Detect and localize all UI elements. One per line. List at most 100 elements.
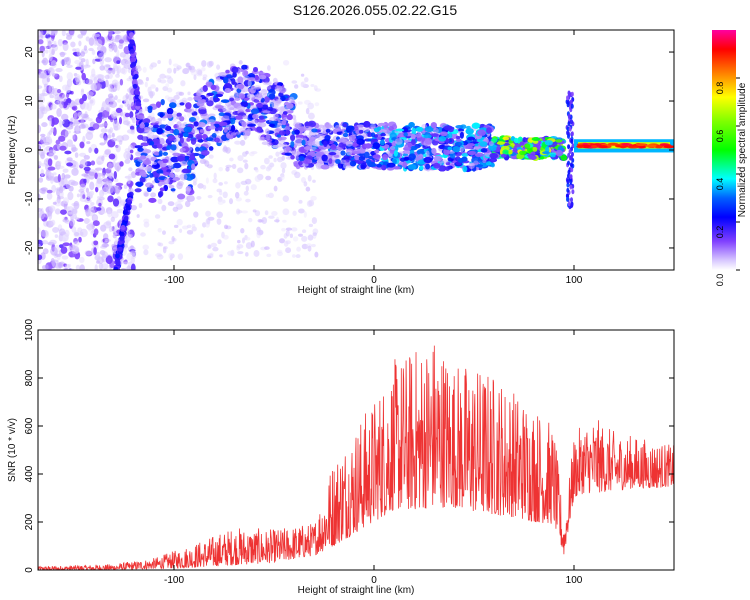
heatmap-cell (381, 153, 389, 161)
heatmap-cell (81, 72, 87, 81)
heatmap-cell (566, 187, 570, 193)
heatmap-cell (285, 145, 291, 153)
heatmap-cell (173, 128, 180, 136)
heatmap-cell (118, 39, 125, 44)
heatmap-cell (48, 149, 56, 155)
heatmap-cell (101, 122, 109, 127)
heatmap-cell (49, 239, 57, 245)
heatmap-cell (233, 91, 239, 99)
heatmap-cell (307, 102, 315, 110)
heatmap-cell (119, 104, 124, 109)
heatmap-cell (52, 259, 59, 263)
heatmap-cell (211, 133, 217, 138)
heatmap-cell (66, 72, 73, 81)
heatmap-cell (500, 145, 510, 152)
heatmap-cell (166, 67, 172, 74)
heatmap-cell (176, 155, 186, 162)
heatmap-cell (51, 72, 58, 78)
heatmap-cell (502, 136, 510, 141)
heatmap-cell (223, 76, 229, 84)
heatmap-cell (179, 173, 188, 181)
heatmap-cell (223, 127, 228, 133)
heatmap-cell (115, 182, 124, 187)
heatmap-cell (66, 139, 73, 148)
heatmap-cell (113, 170, 117, 180)
heatmap-cell (156, 127, 164, 135)
heatmap-cell (273, 185, 278, 192)
heatmap-cell (116, 208, 124, 214)
heatmap-cell (81, 173, 89, 177)
heatmap-cell (66, 35, 72, 40)
heatmap-cell (294, 129, 300, 135)
heatmap-cell (438, 136, 447, 142)
heatmap-cell (109, 127, 114, 134)
heatmap-cell (176, 182, 183, 190)
heatmap-cell (135, 105, 140, 110)
heatmap-cell (351, 142, 358, 147)
heatmap-cell (41, 50, 45, 58)
heatmap-cell (430, 122, 437, 129)
heatmap-cell (370, 123, 376, 129)
heatmap-cell (183, 114, 187, 121)
heatmap-cell (123, 216, 129, 221)
heatmap-cell (252, 113, 259, 120)
heatmap-cell (237, 251, 244, 255)
heatmap-cell (93, 247, 97, 256)
heatmap-cell (394, 138, 403, 145)
heatmap-cell (40, 153, 46, 159)
heatmap-cell (59, 100, 64, 109)
heatmap-cell (208, 113, 216, 118)
heatmap-cell (116, 99, 122, 103)
snr-panel: -100 0 100 0 200 400 600 800 1000 Height of str… (7, 318, 675, 596)
heatmap-cell (172, 177, 181, 181)
heatmap-cell (134, 188, 142, 193)
heatmap-cell (74, 152, 79, 158)
heatmap-cell (73, 111, 78, 119)
heatmap-cell (164, 75, 172, 79)
heatmap-cell (80, 30, 88, 33)
heatmap-cell (249, 151, 255, 157)
heatmap-cell (508, 149, 513, 155)
heatmap-cell (273, 157, 277, 163)
heatmap-cell (131, 61, 137, 67)
heatmap-cell (79, 159, 88, 168)
heatmap-cell (92, 220, 100, 227)
heatmap-cell (241, 210, 248, 214)
heatmap-cell (76, 75, 80, 81)
heatmap-cell (108, 225, 113, 233)
heatmap-cell (91, 68, 96, 78)
heatmap-cell (163, 171, 171, 176)
heatmap-cell (87, 208, 96, 217)
heatmap-cell (89, 181, 95, 191)
heatmap-cell (245, 236, 251, 241)
heatmap-cell (47, 67, 55, 75)
heatmap-cell (197, 138, 204, 143)
heatmap-cell (570, 139, 574, 144)
heatmap-cell (196, 72, 203, 77)
heatmap-cell (176, 65, 182, 70)
heatmap-cell (96, 83, 103, 90)
heatmap-cell (285, 247, 292, 254)
heatmap-cell (486, 127, 492, 134)
heatmap-cell (292, 236, 299, 242)
heatmap-cell (80, 117, 85, 127)
heatmap-cell (272, 77, 278, 84)
heatmap-cell (285, 102, 294, 109)
heatmap-cell (358, 155, 366, 161)
heatmap-cell (439, 159, 449, 164)
heatmap-cell (439, 131, 448, 137)
heatmap-cell (118, 44, 123, 50)
heatmap-cell (145, 129, 153, 135)
heatmap-cell (348, 134, 357, 142)
heatmap-cell (258, 74, 267, 80)
heatmap-cell (79, 141, 85, 149)
heatmap-cell (111, 41, 115, 51)
heatmap-cell (132, 79, 138, 85)
heatmap-cell (290, 140, 295, 148)
heatmap-cell (61, 172, 66, 180)
heatmap-cell (124, 267, 131, 270)
heatmap-cell (44, 264, 49, 270)
heatmap-cell (238, 93, 246, 99)
heatmap-cell (266, 253, 272, 258)
heatmap-cell (184, 200, 191, 208)
